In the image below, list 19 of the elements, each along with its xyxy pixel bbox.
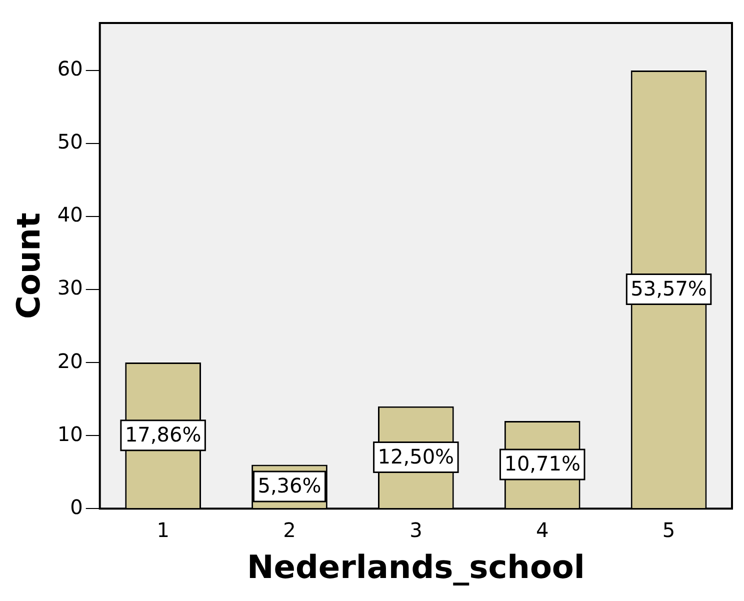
x-tick-label: 2 bbox=[283, 518, 296, 542]
y-tick-label: 10 bbox=[57, 422, 83, 446]
annotation: 17,86% bbox=[124, 422, 202, 447]
x-tick-label: 4 bbox=[536, 518, 549, 542]
y-tick-label: 50 bbox=[57, 130, 83, 154]
y-tick-label: 30 bbox=[57, 276, 83, 300]
y-axis-title: Count bbox=[10, 212, 48, 319]
x-tick-label: 5 bbox=[662, 518, 676, 542]
x-tick-label: 3 bbox=[410, 518, 422, 542]
x-axis-title: Nederlands_school bbox=[246, 548, 585, 586]
annotation: 12,50% bbox=[378, 444, 454, 468]
annotation: 10,71% bbox=[504, 452, 580, 476]
annotation: 53,57% bbox=[630, 276, 707, 300]
y-tick-label: 0 bbox=[70, 494, 83, 519]
y-tick-label: 60 bbox=[57, 56, 83, 81]
annotation: 5,36% bbox=[258, 474, 322, 498]
y-tick-label: 20 bbox=[57, 348, 83, 373]
x-tick-label: 1 bbox=[156, 518, 170, 542]
y-tick-label: 40 bbox=[57, 202, 83, 227]
